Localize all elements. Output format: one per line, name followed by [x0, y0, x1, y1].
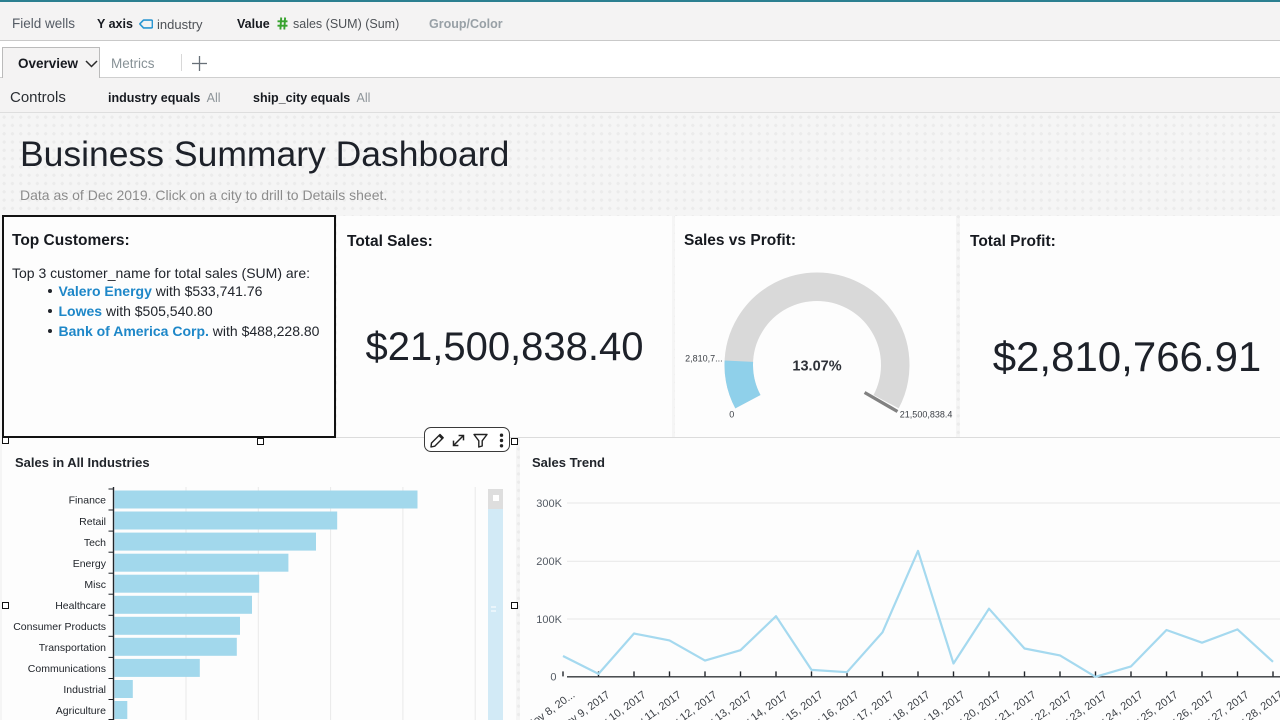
svg-text:0: 0	[729, 410, 734, 420]
svg-text:Industrial: Industrial	[63, 684, 106, 696]
svg-text:Retail: Retail	[79, 516, 106, 528]
svg-text:Agriculture: Agriculture	[56, 705, 106, 717]
svg-text:Healthcare: Healthcare	[55, 600, 106, 612]
svg-text:300K: 300K	[536, 498, 562, 510]
svg-text:Energy: Energy	[73, 558, 107, 570]
svg-text:Finance: Finance	[69, 495, 107, 507]
svg-text:21,500,838.4: 21,500,838.4	[900, 410, 953, 420]
svg-text:2,810,7...: 2,810,7...	[685, 354, 723, 364]
svg-text:Communications: Communications	[28, 663, 106, 675]
svg-text:13.07%: 13.07%	[792, 359, 841, 375]
svg-text:100K: 100K	[536, 614, 562, 626]
svg-text:0: 0	[550, 672, 556, 684]
svg-text:Misc: Misc	[84, 579, 106, 591]
svg-text:Tech: Tech	[84, 537, 106, 549]
svg-text:Consumer Products: Consumer Products	[13, 621, 106, 633]
svg-text:Transportation: Transportation	[39, 642, 106, 654]
svg-text:200K: 200K	[536, 556, 562, 568]
